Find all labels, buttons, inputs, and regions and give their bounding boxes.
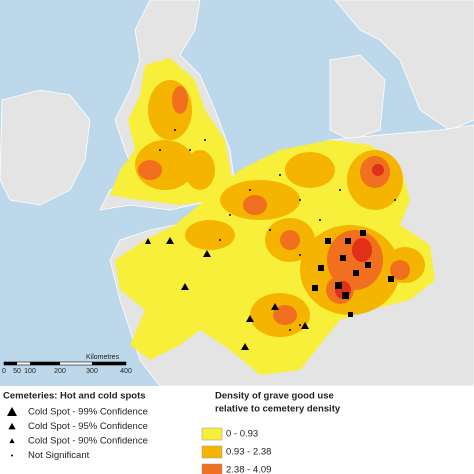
legend-label: Cold Spot - 99% Confidence — [28, 407, 148, 418]
legend-label: 0.93 - 2.38 — [226, 447, 271, 458]
legend-label: Not Significant — [28, 450, 90, 461]
legend-title: Cemeteries: Hot and cold spots — [3, 391, 146, 402]
scale-label: 200 — [54, 368, 66, 375]
scale-bar: Kilometres 0 50 100 200 300 400 — [2, 354, 132, 375]
scale-label: 300 — [86, 368, 98, 375]
legend-symbol — [7, 407, 17, 416]
legend-label: Cold Spot - 90% Confidence — [28, 436, 148, 447]
density-surface — [110, 58, 435, 375]
legend-swatch — [201, 463, 223, 474]
cemetery-symbols — [145, 129, 396, 350]
legend-swatch — [201, 427, 223, 441]
legend-panel — [0, 386, 474, 474]
legend-symbol — [11, 454, 13, 457]
scale-label: 100 — [24, 368, 36, 375]
legend-symbol — [9, 438, 15, 444]
legend-label: 0 - 0.93 — [226, 429, 258, 440]
legend-symbol — [8, 422, 16, 430]
scale-label: 400 — [120, 368, 132, 375]
legend-label: Cold Spot - 95% Confidence — [28, 421, 148, 432]
legend-title: Density of grave good use — [215, 391, 334, 402]
scale-label: 50 — [13, 368, 21, 375]
legend-swatch — [201, 445, 223, 459]
legend-title: relative to cemetery density — [215, 404, 341, 415]
scale-unit: Kilometres — [86, 354, 120, 361]
scale-label: 0 — [2, 368, 6, 375]
legend-label: 2.38 - 4.09 — [226, 465, 271, 474]
